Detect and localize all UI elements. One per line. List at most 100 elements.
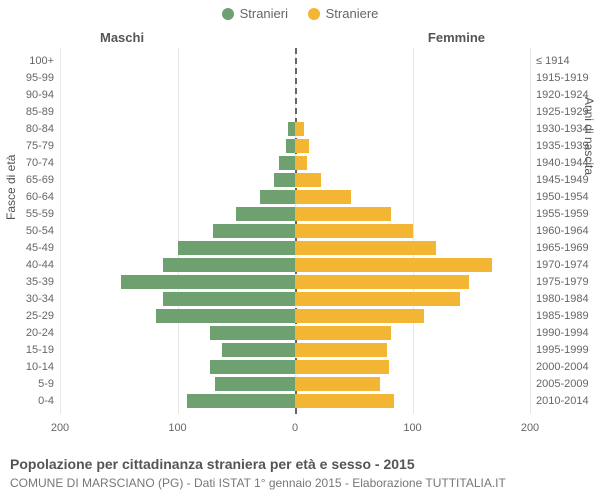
bar-female	[295, 173, 321, 187]
caption-subtitle: COMUNE DI MARSCIANO (PG) - Dati ISTAT 1°…	[10, 476, 506, 490]
bar-row	[60, 190, 530, 204]
bar-row	[60, 224, 530, 238]
bar-female	[295, 360, 389, 374]
y-left-label: 10-14	[0, 360, 54, 374]
bar-female	[295, 309, 424, 323]
bar-row	[60, 343, 530, 357]
y-left-label: 85-89	[0, 105, 54, 119]
legend-label: Stranieri	[240, 6, 288, 21]
y-left-label: 55-59	[0, 207, 54, 221]
bar-female	[295, 241, 436, 255]
legend-swatch-stranieri	[222, 8, 234, 20]
y-left-label: 70-74	[0, 156, 54, 170]
bar-male	[215, 377, 295, 391]
y-right-label: 1975-1979	[536, 275, 589, 289]
bar-male	[279, 156, 295, 170]
y-left-label: 35-39	[0, 275, 54, 289]
bar-row	[60, 377, 530, 391]
bar-row	[60, 105, 530, 119]
bar-female	[295, 207, 391, 221]
bar-female	[295, 275, 469, 289]
x-tick-label: 0	[292, 422, 298, 434]
bar-male	[210, 326, 295, 340]
y-left-label: 45-49	[0, 241, 54, 255]
bar-row	[60, 207, 530, 221]
y-left-label: 75-79	[0, 139, 54, 153]
y-left-label: 15-19	[0, 343, 54, 357]
bar-male	[210, 360, 295, 374]
y-left-label: 65-69	[0, 173, 54, 187]
legend-swatch-straniere	[308, 8, 320, 20]
y-right-label: 2010-2014	[536, 394, 589, 408]
bar-female	[295, 139, 309, 153]
y-left-label: 100+	[0, 54, 54, 68]
y-right-label: 1960-1964	[536, 224, 589, 238]
bar-male	[163, 292, 295, 306]
bar-row	[60, 88, 530, 102]
y-right-label: 1925-1929	[536, 105, 589, 119]
y-left-label: 40-44	[0, 258, 54, 272]
y-right-label: 1995-1999	[536, 343, 589, 357]
y-right-label: ≤ 1914	[536, 54, 570, 68]
x-tick-label: 100	[168, 422, 186, 434]
y-left-label: 0-4	[0, 394, 54, 408]
legend-item-straniere: Straniere	[308, 6, 379, 21]
y-right-label: 1935-1939	[536, 139, 589, 153]
bar-row	[60, 309, 530, 323]
bar-female	[295, 190, 351, 204]
y-right-label: 1965-1969	[536, 241, 589, 255]
bar-female	[295, 326, 391, 340]
legend: Stranieri Straniere	[0, 6, 600, 23]
header-females: Femmine	[428, 30, 485, 45]
y-right-label: 1945-1949	[536, 173, 589, 187]
y-left-label: 50-54	[0, 224, 54, 238]
y-left-label: 5-9	[0, 377, 54, 391]
bar-male	[286, 139, 295, 153]
header-males: Maschi	[100, 30, 144, 45]
bar-row	[60, 71, 530, 85]
bar-male	[121, 275, 295, 289]
bar-male	[213, 224, 295, 238]
y-right-label: 1930-1934	[536, 122, 589, 136]
bar-row	[60, 326, 530, 340]
bar-male	[187, 394, 295, 408]
legend-item-stranieri: Stranieri	[222, 6, 288, 21]
y-left-label: 60-64	[0, 190, 54, 204]
bar-male	[260, 190, 295, 204]
y-right-label: 2000-2004	[536, 360, 589, 374]
bar-female	[295, 377, 380, 391]
y-left-label: 80-84	[0, 122, 54, 136]
y-right-label: 1950-1954	[536, 190, 589, 204]
y-left-label: 90-94	[0, 88, 54, 102]
bar-row	[60, 54, 530, 68]
x-tick-label: 200	[51, 422, 69, 434]
x-tick-label: 100	[403, 422, 421, 434]
y-right-label: 1915-1919	[536, 71, 589, 85]
y-right-label: 1940-1944	[536, 156, 589, 170]
bar-row	[60, 173, 530, 187]
y-right-label: 1990-1994	[536, 326, 589, 340]
bar-row	[60, 258, 530, 272]
y-right-label: 1955-1959	[536, 207, 589, 221]
bar-female	[295, 224, 413, 238]
y-left-label: 95-99	[0, 71, 54, 85]
bar-male	[156, 309, 295, 323]
y-left-label: 30-34	[0, 292, 54, 306]
legend-label: Straniere	[326, 6, 379, 21]
gridline	[530, 48, 531, 414]
bar-row	[60, 139, 530, 153]
bar-male	[178, 241, 296, 255]
bar-row	[60, 292, 530, 306]
bar-male	[236, 207, 295, 221]
y-right-label: 1970-1974	[536, 258, 589, 272]
bar-row	[60, 122, 530, 136]
bar-row	[60, 275, 530, 289]
caption-title: Popolazione per cittadinanza straniera p…	[10, 456, 415, 472]
bar-female	[295, 122, 304, 136]
bar-row	[60, 156, 530, 170]
y-left-label: 20-24	[0, 326, 54, 340]
y-right-label: 1920-1924	[536, 88, 589, 102]
population-pyramid-chart: Stranieri Straniere Maschi Femmine Fasce…	[0, 0, 600, 500]
bar-male	[288, 122, 295, 136]
bar-male	[222, 343, 295, 357]
